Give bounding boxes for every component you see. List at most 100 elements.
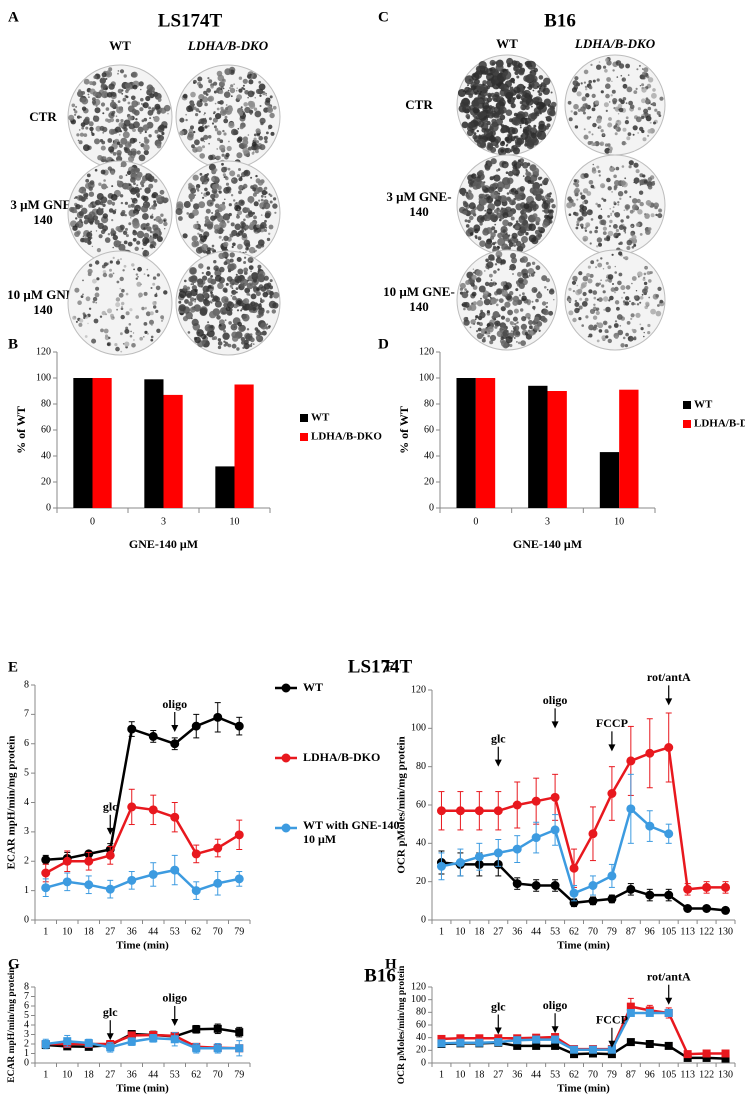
colony — [92, 296, 98, 302]
colony — [571, 87, 578, 93]
colony — [117, 70, 120, 72]
colony — [647, 331, 651, 335]
colony — [463, 301, 470, 308]
colony — [195, 246, 203, 254]
colony — [189, 275, 198, 284]
colony — [136, 184, 139, 187]
colony — [650, 103, 653, 106]
colony — [151, 324, 153, 327]
colony — [257, 268, 261, 271]
colony — [211, 177, 215, 182]
colony — [516, 341, 518, 343]
colony — [128, 222, 132, 226]
colony — [645, 115, 652, 122]
colony — [630, 232, 634, 236]
x-tick-label: 79 — [607, 1069, 617, 1080]
colony — [208, 79, 213, 84]
colony — [248, 211, 254, 218]
colony — [252, 187, 257, 192]
colony — [520, 323, 528, 330]
colony — [521, 295, 527, 301]
colony — [92, 97, 96, 101]
colony — [512, 81, 515, 84]
colony — [148, 96, 150, 98]
x-tick-label: 18 — [474, 1069, 484, 1080]
annotation-arrowhead — [665, 997, 673, 1005]
colony — [115, 118, 120, 123]
colony — [99, 125, 105, 131]
colony — [80, 122, 86, 128]
colony — [238, 199, 245, 206]
colony — [521, 208, 527, 214]
column-label: LDHA/B-DKO — [574, 36, 656, 51]
colony — [269, 95, 273, 99]
colony — [150, 338, 154, 342]
colony — [112, 316, 115, 319]
colony — [125, 182, 133, 190]
colony — [190, 91, 196, 98]
colony — [76, 133, 80, 137]
colony — [503, 327, 507, 330]
colony — [216, 70, 223, 77]
colony — [477, 236, 482, 241]
panel-title: B16 — [544, 10, 576, 31]
colony — [575, 226, 579, 230]
x-tick-label: 53 — [550, 926, 560, 937]
y-tick-label: 120 — [36, 346, 51, 357]
colony — [466, 192, 474, 200]
colony — [620, 285, 626, 291]
colony — [224, 319, 227, 322]
colony — [593, 296, 597, 300]
colony — [643, 276, 646, 279]
colony — [134, 246, 139, 251]
colony — [202, 285, 210, 293]
colony — [534, 216, 541, 223]
colony — [94, 219, 100, 225]
colony — [600, 129, 604, 133]
marker — [213, 1044, 222, 1053]
colony — [601, 335, 607, 341]
panel-label: F — [385, 659, 394, 675]
annotation-arrowhead — [665, 698, 673, 706]
colony — [633, 90, 638, 94]
colony — [142, 102, 149, 109]
colony — [526, 60, 537, 70]
colony — [489, 273, 493, 278]
colony — [95, 286, 100, 291]
colony — [192, 174, 199, 181]
colony — [102, 112, 105, 115]
colony — [469, 215, 474, 221]
colony — [541, 199, 544, 201]
colony — [246, 292, 250, 296]
colony — [461, 291, 469, 299]
colony — [142, 213, 149, 220]
colony — [120, 332, 123, 336]
colony — [229, 170, 236, 177]
colony — [218, 203, 226, 211]
colony — [476, 178, 480, 183]
y-tick-label: 8 — [24, 981, 29, 992]
colony — [260, 322, 268, 330]
colony — [571, 202, 576, 207]
colony — [647, 106, 652, 111]
colony — [501, 243, 509, 251]
colony — [619, 197, 622, 200]
x-axis-label: Time (min) — [557, 940, 610, 952]
colony — [497, 59, 504, 66]
x-axis-label: Time (min) — [557, 1083, 610, 1095]
colony — [659, 299, 664, 304]
colony — [632, 204, 638, 211]
colony — [135, 174, 142, 181]
colony — [81, 97, 89, 105]
colony — [611, 253, 614, 256]
colony — [489, 126, 494, 131]
colony — [229, 87, 236, 94]
colony — [218, 252, 225, 259]
y-axis-label: OCR pMoles/min/mg protein — [396, 736, 408, 873]
colony — [218, 235, 222, 239]
colony — [243, 343, 250, 350]
colony — [497, 195, 502, 200]
colony — [577, 288, 583, 294]
colony — [71, 103, 76, 108]
colony — [144, 202, 146, 205]
